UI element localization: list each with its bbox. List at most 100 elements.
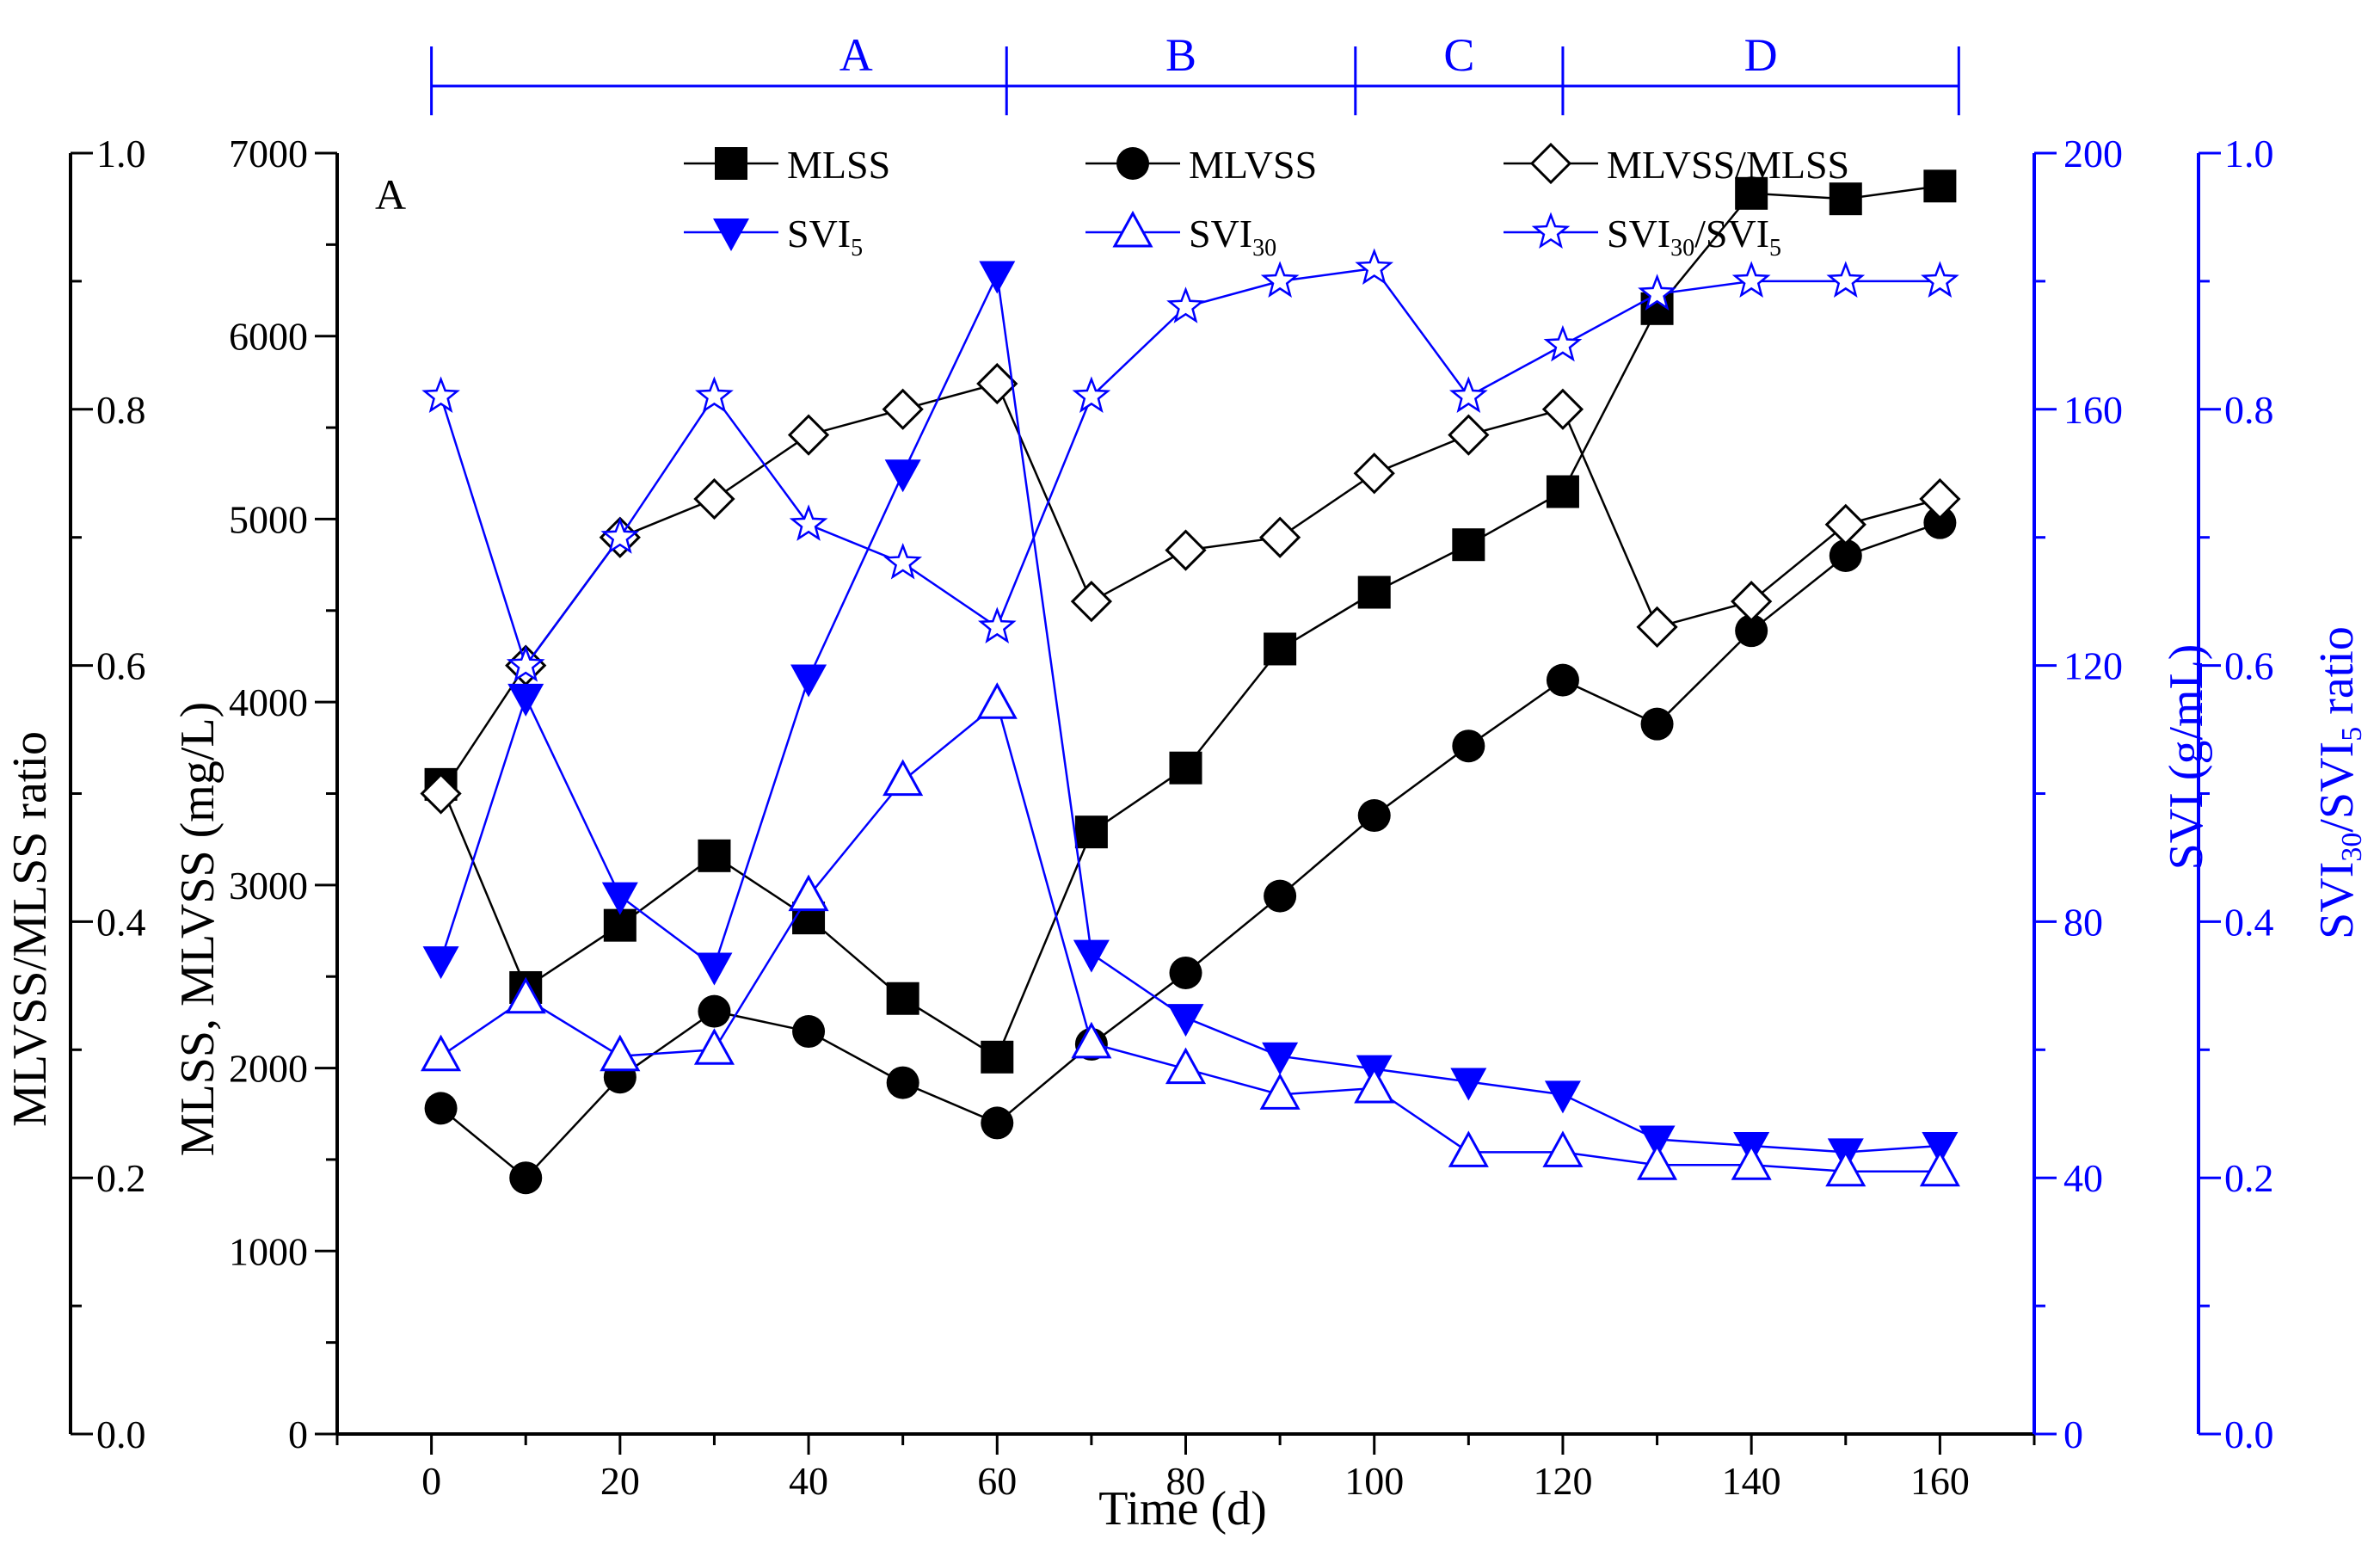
legend-label-main: SVI bbox=[787, 212, 851, 255]
left_outer-tick-label: 1.0 bbox=[96, 132, 146, 175]
data-point-svi30-svi5-ratio bbox=[1638, 274, 1676, 311]
data-point-svi30 bbox=[1448, 1130, 1489, 1167]
data-point-svi30-svi5-ratio bbox=[506, 645, 545, 682]
data-point-mlvss-mlss-ratio bbox=[1541, 388, 1584, 430]
data-point-mlvss bbox=[1357, 799, 1391, 833]
x-tick-label: 20 bbox=[600, 1459, 640, 1503]
data-point-mlss bbox=[698, 839, 731, 872]
left_outer-tick-label: 0.0 bbox=[96, 1413, 146, 1456]
data-point-svi30 bbox=[600, 1034, 641, 1072]
left_outer-tick-label: 0.6 bbox=[96, 644, 146, 688]
right_outer-tick-label: 0.6 bbox=[2224, 644, 2274, 688]
data-point-mlvss-mlss-ratio bbox=[882, 388, 924, 430]
data-point-svi5 bbox=[1450, 1068, 1487, 1101]
data-point-mlvss bbox=[1452, 729, 1485, 763]
data-point-svi30 bbox=[1165, 1047, 1207, 1085]
legend-label: MLVSS/MLSS bbox=[1607, 143, 1849, 187]
data-point-svi5 bbox=[696, 952, 733, 986]
data-point-mlvss-mlss-ratio bbox=[1636, 606, 1678, 649]
x-tick-label: 60 bbox=[977, 1459, 1017, 1503]
data-point-svi30-svi5-ratio bbox=[695, 376, 734, 413]
data-point-mlss bbox=[981, 1040, 1014, 1074]
data-point-svi5 bbox=[507, 683, 544, 717]
right_inner-tick-label: 80 bbox=[2063, 900, 2103, 944]
data-point-mlss bbox=[1546, 475, 1579, 508]
data-point-svi5 bbox=[1922, 1131, 1959, 1165]
data-point-svi5 bbox=[1262, 1042, 1299, 1075]
series-svi30-svi5-ratio bbox=[421, 248, 1959, 682]
data-point-svi30 bbox=[1825, 1149, 1866, 1187]
left_outer-tick-label: 0.4 bbox=[96, 900, 146, 944]
data-point-mlvss-mlss-ratio bbox=[1258, 516, 1301, 558]
x-tick-label: 100 bbox=[1344, 1459, 1404, 1503]
x-tick-label: 80 bbox=[1166, 1459, 1206, 1503]
right_inner-tick-label: 120 bbox=[2063, 644, 2123, 688]
legend-marker bbox=[1116, 147, 1149, 180]
legend-marker bbox=[713, 218, 749, 251]
series-svi5 bbox=[422, 261, 1959, 1172]
left_inner-tick-label: 6000 bbox=[229, 315, 308, 359]
legend-item-mlvss: MLVSS bbox=[1085, 143, 1317, 187]
series-svi30 bbox=[421, 682, 1960, 1187]
series-mlvss-mlss-ratio bbox=[420, 362, 1961, 815]
series-line-mlvss-mlss-ratio bbox=[440, 382, 1940, 795]
data-point-svi30 bbox=[505, 976, 546, 1014]
left_inner-tick-label: 2000 bbox=[229, 1047, 308, 1091]
data-point-mlss bbox=[886, 982, 919, 1015]
y-axis-title-right-outer-main: SVI bbox=[2310, 862, 2364, 939]
axes: 0 20 40 60 80 100 120 140 1600100020003000400050… bbox=[69, 132, 2274, 1503]
y-axis-title-right-outer-mid: /SVI bbox=[2310, 742, 2364, 833]
data-point-mlvss-mlss-ratio bbox=[1070, 581, 1113, 623]
data-point-svi30-svi5-ratio bbox=[600, 517, 640, 554]
data-point-mlss bbox=[1923, 169, 1957, 203]
data-point-mlvss-mlss-ratio bbox=[1824, 503, 1866, 545]
data-point-mlvss-mlss-ratio bbox=[420, 772, 462, 815]
data-point-svi30 bbox=[976, 682, 1018, 719]
data-point-mlvss bbox=[424, 1092, 458, 1125]
data-point-svi30 bbox=[1071, 1021, 1112, 1059]
data-point-mlvss-mlss-ratio bbox=[1353, 452, 1395, 495]
y-axis-title-left-outer: MLVSS/MLSS ratio bbox=[3, 731, 57, 1127]
legend-item-svi5: SVI5 bbox=[684, 212, 863, 262]
series-line-svi30-svi5-ratio bbox=[440, 267, 1940, 668]
legend-label-main: MLSS bbox=[787, 143, 890, 187]
legend-marker bbox=[1531, 212, 1571, 249]
data-point-mlss bbox=[1829, 182, 1862, 216]
legend-marker bbox=[1112, 210, 1153, 248]
data-point-mlvss bbox=[886, 1066, 919, 1099]
legend-label-main: MLVSS/MLSS bbox=[1607, 143, 1849, 187]
legend-item-svi30: SVI30 bbox=[1085, 210, 1276, 262]
legend-item-mlss: MLSS bbox=[684, 143, 890, 187]
data-point-svi30 bbox=[1637, 1143, 1678, 1180]
data-point-svi30-svi5-ratio bbox=[1731, 261, 1771, 298]
data-point-mlvss bbox=[981, 1106, 1014, 1140]
left_inner-tick-label: 0 bbox=[288, 1413, 308, 1456]
data-point-svi30 bbox=[1919, 1149, 1960, 1187]
data-point-mlvss-mlss-ratio bbox=[976, 362, 1018, 405]
data-point-mlss bbox=[1357, 575, 1391, 609]
legend-label-main: MLVSS bbox=[1189, 143, 1317, 187]
data-point-mlvss bbox=[792, 1015, 826, 1049]
data-point-svi30 bbox=[1354, 1066, 1395, 1104]
data-point-mlvss-mlss-ratio bbox=[1448, 414, 1490, 456]
phase-label-c: C bbox=[1443, 29, 1474, 81]
data-point-mlvss bbox=[1829, 539, 1862, 572]
legend-label: SVI5 bbox=[787, 212, 863, 262]
y-axis-title-left-inner: MLSS, MLVSS (mg/L) bbox=[171, 702, 224, 1157]
left_outer-tick-label: 0.2 bbox=[96, 1156, 146, 1200]
data-point-svi30 bbox=[421, 1034, 462, 1072]
data-point-mlvss-mlss-ratio bbox=[787, 414, 830, 456]
data-point-mlvss-mlss-ratio bbox=[693, 477, 735, 520]
data-point-mlvss bbox=[509, 1161, 543, 1195]
data-point-mlvss-mlss-ratio bbox=[1919, 477, 1961, 520]
right_outer-tick-label: 0.8 bbox=[2224, 388, 2274, 432]
data-point-mlss bbox=[1264, 632, 1297, 666]
right_outer-tick-label: 0.2 bbox=[2224, 1156, 2274, 1200]
data-point-svi30-svi5-ratio bbox=[1826, 261, 1866, 298]
y-axis-title-right-outer-sub2: 5 bbox=[2336, 727, 2368, 742]
data-point-svi5 bbox=[1167, 1004, 1204, 1037]
data-point-svi30-svi5-ratio bbox=[421, 376, 460, 413]
legend-label-main: SVI bbox=[1189, 212, 1252, 255]
data-point-svi5 bbox=[1073, 939, 1110, 973]
data-point-svi5 bbox=[422, 946, 459, 980]
